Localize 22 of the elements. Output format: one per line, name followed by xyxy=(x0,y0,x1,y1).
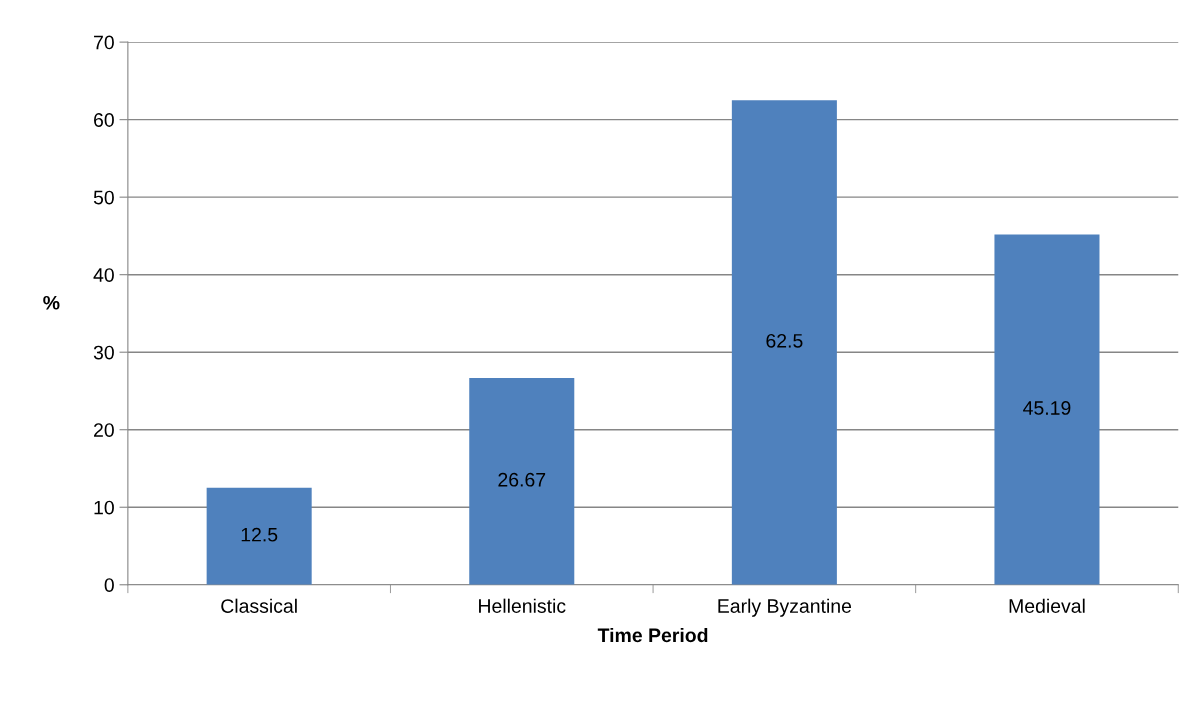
data-label: 26.67 xyxy=(498,472,546,487)
x-tick-label: Hellenistic xyxy=(479,598,566,613)
x-tick-label: Medieval xyxy=(1009,598,1085,613)
x-axis-title: Time Period xyxy=(597,627,708,643)
y-tick-label: 40 xyxy=(93,268,114,282)
y-tick-label: 0 xyxy=(104,578,114,592)
data-label: 45.19 xyxy=(1023,401,1071,415)
y-tick-label: 20 xyxy=(94,423,114,437)
y-tick-label: 60 xyxy=(94,113,114,127)
y-tick-label: 30 xyxy=(93,345,114,360)
y-tick-label: 50 xyxy=(93,190,114,205)
data-label: 62.5 xyxy=(766,333,803,348)
bar xyxy=(731,100,837,585)
y-tick-label: 70 xyxy=(94,35,114,50)
x-tick-label: Classical xyxy=(221,598,297,613)
bar xyxy=(206,487,312,585)
y-axis-title: % xyxy=(43,295,60,310)
bar xyxy=(994,234,1100,585)
y-tick-label: 10 xyxy=(94,500,114,515)
x-tick-label: Early Byzantine xyxy=(718,598,852,617)
data-label: 12.5 xyxy=(241,527,278,542)
bar xyxy=(469,378,575,585)
